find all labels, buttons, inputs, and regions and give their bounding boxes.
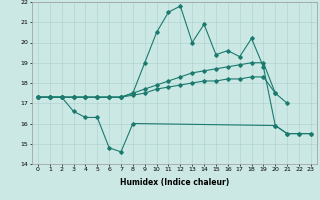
- X-axis label: Humidex (Indice chaleur): Humidex (Indice chaleur): [120, 178, 229, 187]
